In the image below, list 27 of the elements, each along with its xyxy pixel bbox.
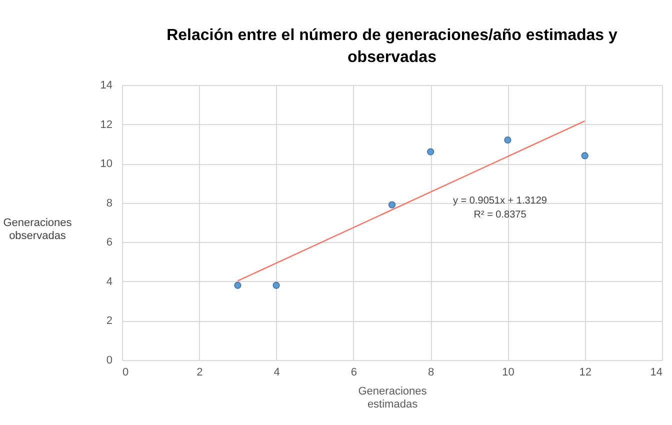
- y-tick-label: 6: [106, 236, 112, 249]
- x-tick-label: 12: [579, 366, 592, 378]
- annotation: R² = 0.8375: [474, 210, 527, 220]
- y-axis-title: Generaciones observadas: [3, 217, 72, 242]
- point: [581, 152, 588, 160]
- y-tick-label: 2: [106, 315, 112, 328]
- x-axis-title: Generaciones estimadas: [358, 386, 428, 410]
- point: [234, 282, 242, 289]
- x-tick-label: 4: [274, 366, 280, 378]
- x-tick-label: 8: [428, 366, 434, 378]
- x-tick-label: 2: [196, 366, 203, 378]
- chart-title: Relación entre el número de generaciones/año estimadas y observadas: [166, 27, 618, 66]
- annotation: y = 0.9051x + 1.3129: [453, 196, 548, 206]
- y-tick-label: 10: [100, 158, 112, 170]
- y-tick-label: 8: [106, 197, 112, 210]
- x-tick-label: 10: [502, 366, 514, 378]
- x-tick-label: 6: [350, 366, 357, 378]
- y-tick-label: 4: [106, 276, 112, 288]
- point: [427, 148, 434, 156]
- point: [272, 282, 280, 289]
- x-tick-label: 14: [650, 366, 662, 378]
- y-tick-label: 12: [100, 118, 112, 131]
- point: [388, 201, 396, 208]
- y-tick-label: 14: [100, 80, 112, 92]
- y-tick-label: 0: [106, 354, 112, 366]
- point: [504, 136, 512, 144]
- x-tick-label: 0: [122, 366, 129, 378]
